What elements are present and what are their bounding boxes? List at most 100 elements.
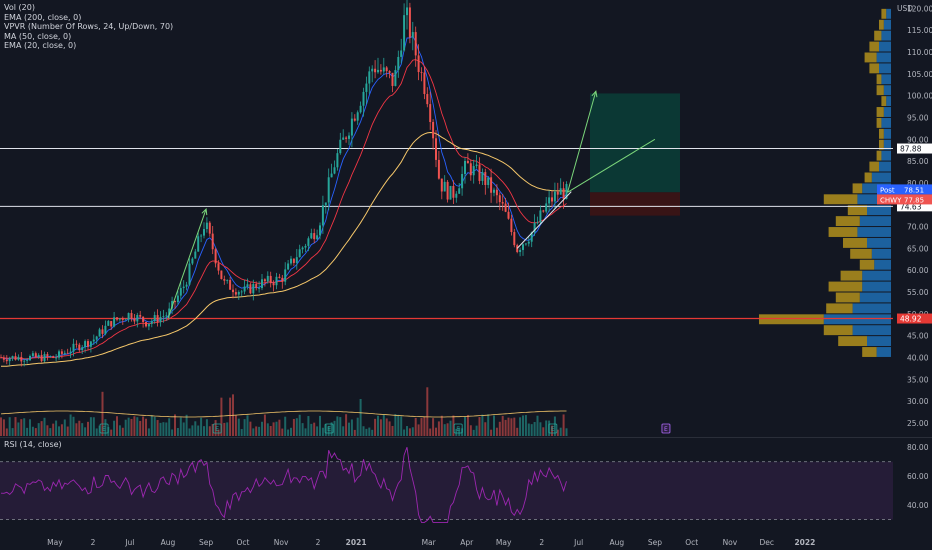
- volume-bar: [440, 415, 443, 436]
- volume-bar: [171, 429, 174, 436]
- volume-bar: [437, 421, 440, 436]
- volume-bar: [191, 425, 194, 436]
- volume-bar: [516, 427, 519, 436]
- vp-up-bar: [852, 303, 891, 314]
- volume-bar: [443, 424, 446, 436]
- vp-down-bar: [869, 63, 879, 74]
- candle-body: [176, 295, 179, 303]
- volume-bar: [34, 428, 37, 436]
- legend-vol[interactable]: Vol (20): [4, 3, 35, 12]
- candle-body: [324, 202, 327, 206]
- volume-bar: [55, 420, 58, 436]
- vp-down-bar: [828, 227, 858, 237]
- candle-body: [174, 301, 176, 303]
- candle-body: [0, 357, 2, 359]
- vp-down-bar: [879, 128, 884, 139]
- volume-bar: [130, 418, 133, 436]
- candle-body: [55, 357, 58, 359]
- volume-bar: [23, 418, 26, 436]
- volume-bar: [449, 420, 452, 436]
- volume-bar: [304, 428, 307, 436]
- volume-bar: [255, 426, 258, 436]
- post-badge-prefix: Post: [880, 186, 895, 194]
- volume-bar: [316, 426, 319, 436]
- candle-body: [113, 317, 116, 327]
- volume-bar: [559, 427, 562, 436]
- candle-body: [208, 222, 211, 234]
- vp-down-bar: [869, 161, 879, 172]
- projection-arrow: [167, 208, 207, 319]
- volume-bar: [281, 428, 284, 436]
- candle-body: [49, 356, 52, 357]
- volume-bar: [379, 419, 382, 436]
- volume-bar: [408, 428, 411, 436]
- rsi-tick: 40.00: [907, 501, 929, 510]
- candle-body: [234, 292, 237, 295]
- ema20-line: [0, 35, 567, 361]
- candle-body: [107, 321, 110, 326]
- candle-body: [307, 238, 310, 246]
- candles: [0, 0, 568, 367]
- legend-ema20[interactable]: EMA (20, close, 0): [4, 41, 77, 51]
- volume-bar: [72, 416, 75, 436]
- volume-bar: [116, 416, 118, 436]
- vp-up-bar: [881, 30, 891, 41]
- volume-bar: [504, 419, 507, 436]
- projection-arrow: [567, 91, 597, 193]
- volume-bar: [292, 418, 295, 436]
- candle-body: [519, 249, 522, 252]
- candle-body: [29, 355, 31, 361]
- volume-bar: [382, 414, 385, 436]
- vp-up-bar: [874, 259, 891, 270]
- volume-bar: [229, 397, 232, 436]
- volume-bar: [159, 422, 162, 436]
- price-tick: 55.00: [907, 288, 929, 297]
- candle-body: [377, 69, 379, 73]
- volume-bar: [176, 428, 179, 436]
- volume-bar: [60, 424, 63, 436]
- candle-body: [136, 315, 139, 322]
- candle-body: [179, 288, 182, 296]
- candle-body: [255, 284, 258, 289]
- volume-bar: [397, 414, 400, 436]
- legend-ema200[interactable]: EMA (200, close, 0): [4, 12, 82, 22]
- volume-bar: [388, 421, 391, 436]
- candle-body: [37, 355, 40, 358]
- candle-body: [516, 245, 519, 252]
- candle-body: [359, 105, 362, 113]
- volume-bar: [295, 418, 298, 436]
- volume-bar: [223, 422, 226, 436]
- volume-bar: [284, 416, 287, 436]
- candle-body: [240, 291, 243, 293]
- vp-up-bar: [876, 347, 891, 357]
- vp-down-bar: [835, 292, 860, 303]
- candle-body: [368, 71, 371, 84]
- vp-down-bar: [823, 325, 853, 336]
- rsi-legend[interactable]: RSI (14, close): [4, 440, 62, 449]
- volume-bar: [403, 429, 406, 436]
- volume-bar: [472, 429, 475, 436]
- vp-down-bar: [835, 216, 860, 227]
- vp-down-bar: [879, 19, 884, 30]
- price-tick: 95.00: [907, 113, 929, 122]
- volume-bar: [66, 426, 69, 436]
- volume-bar: [179, 417, 182, 436]
- candle-body: [548, 197, 551, 204]
- candle-body: [420, 72, 423, 73]
- legend-ma50[interactable]: MA (50, close, 0): [4, 31, 72, 41]
- candle-body: [223, 279, 226, 281]
- candle-body: [2, 357, 5, 360]
- candle-body: [321, 205, 324, 226]
- candle-body: [205, 222, 208, 230]
- volume-bar: [530, 424, 533, 436]
- vp-up-bar: [867, 205, 891, 216]
- vp-down-bar: [876, 74, 882, 85]
- legend-vpvr[interactable]: VPVR (Number Of Rows, 24, Up/Down, 70): [4, 22, 174, 32]
- earnings-label: E: [327, 426, 331, 433]
- volume-bar: [313, 422, 316, 436]
- price-tick: 85.00: [907, 157, 929, 166]
- vp-up-bar: [857, 227, 891, 237]
